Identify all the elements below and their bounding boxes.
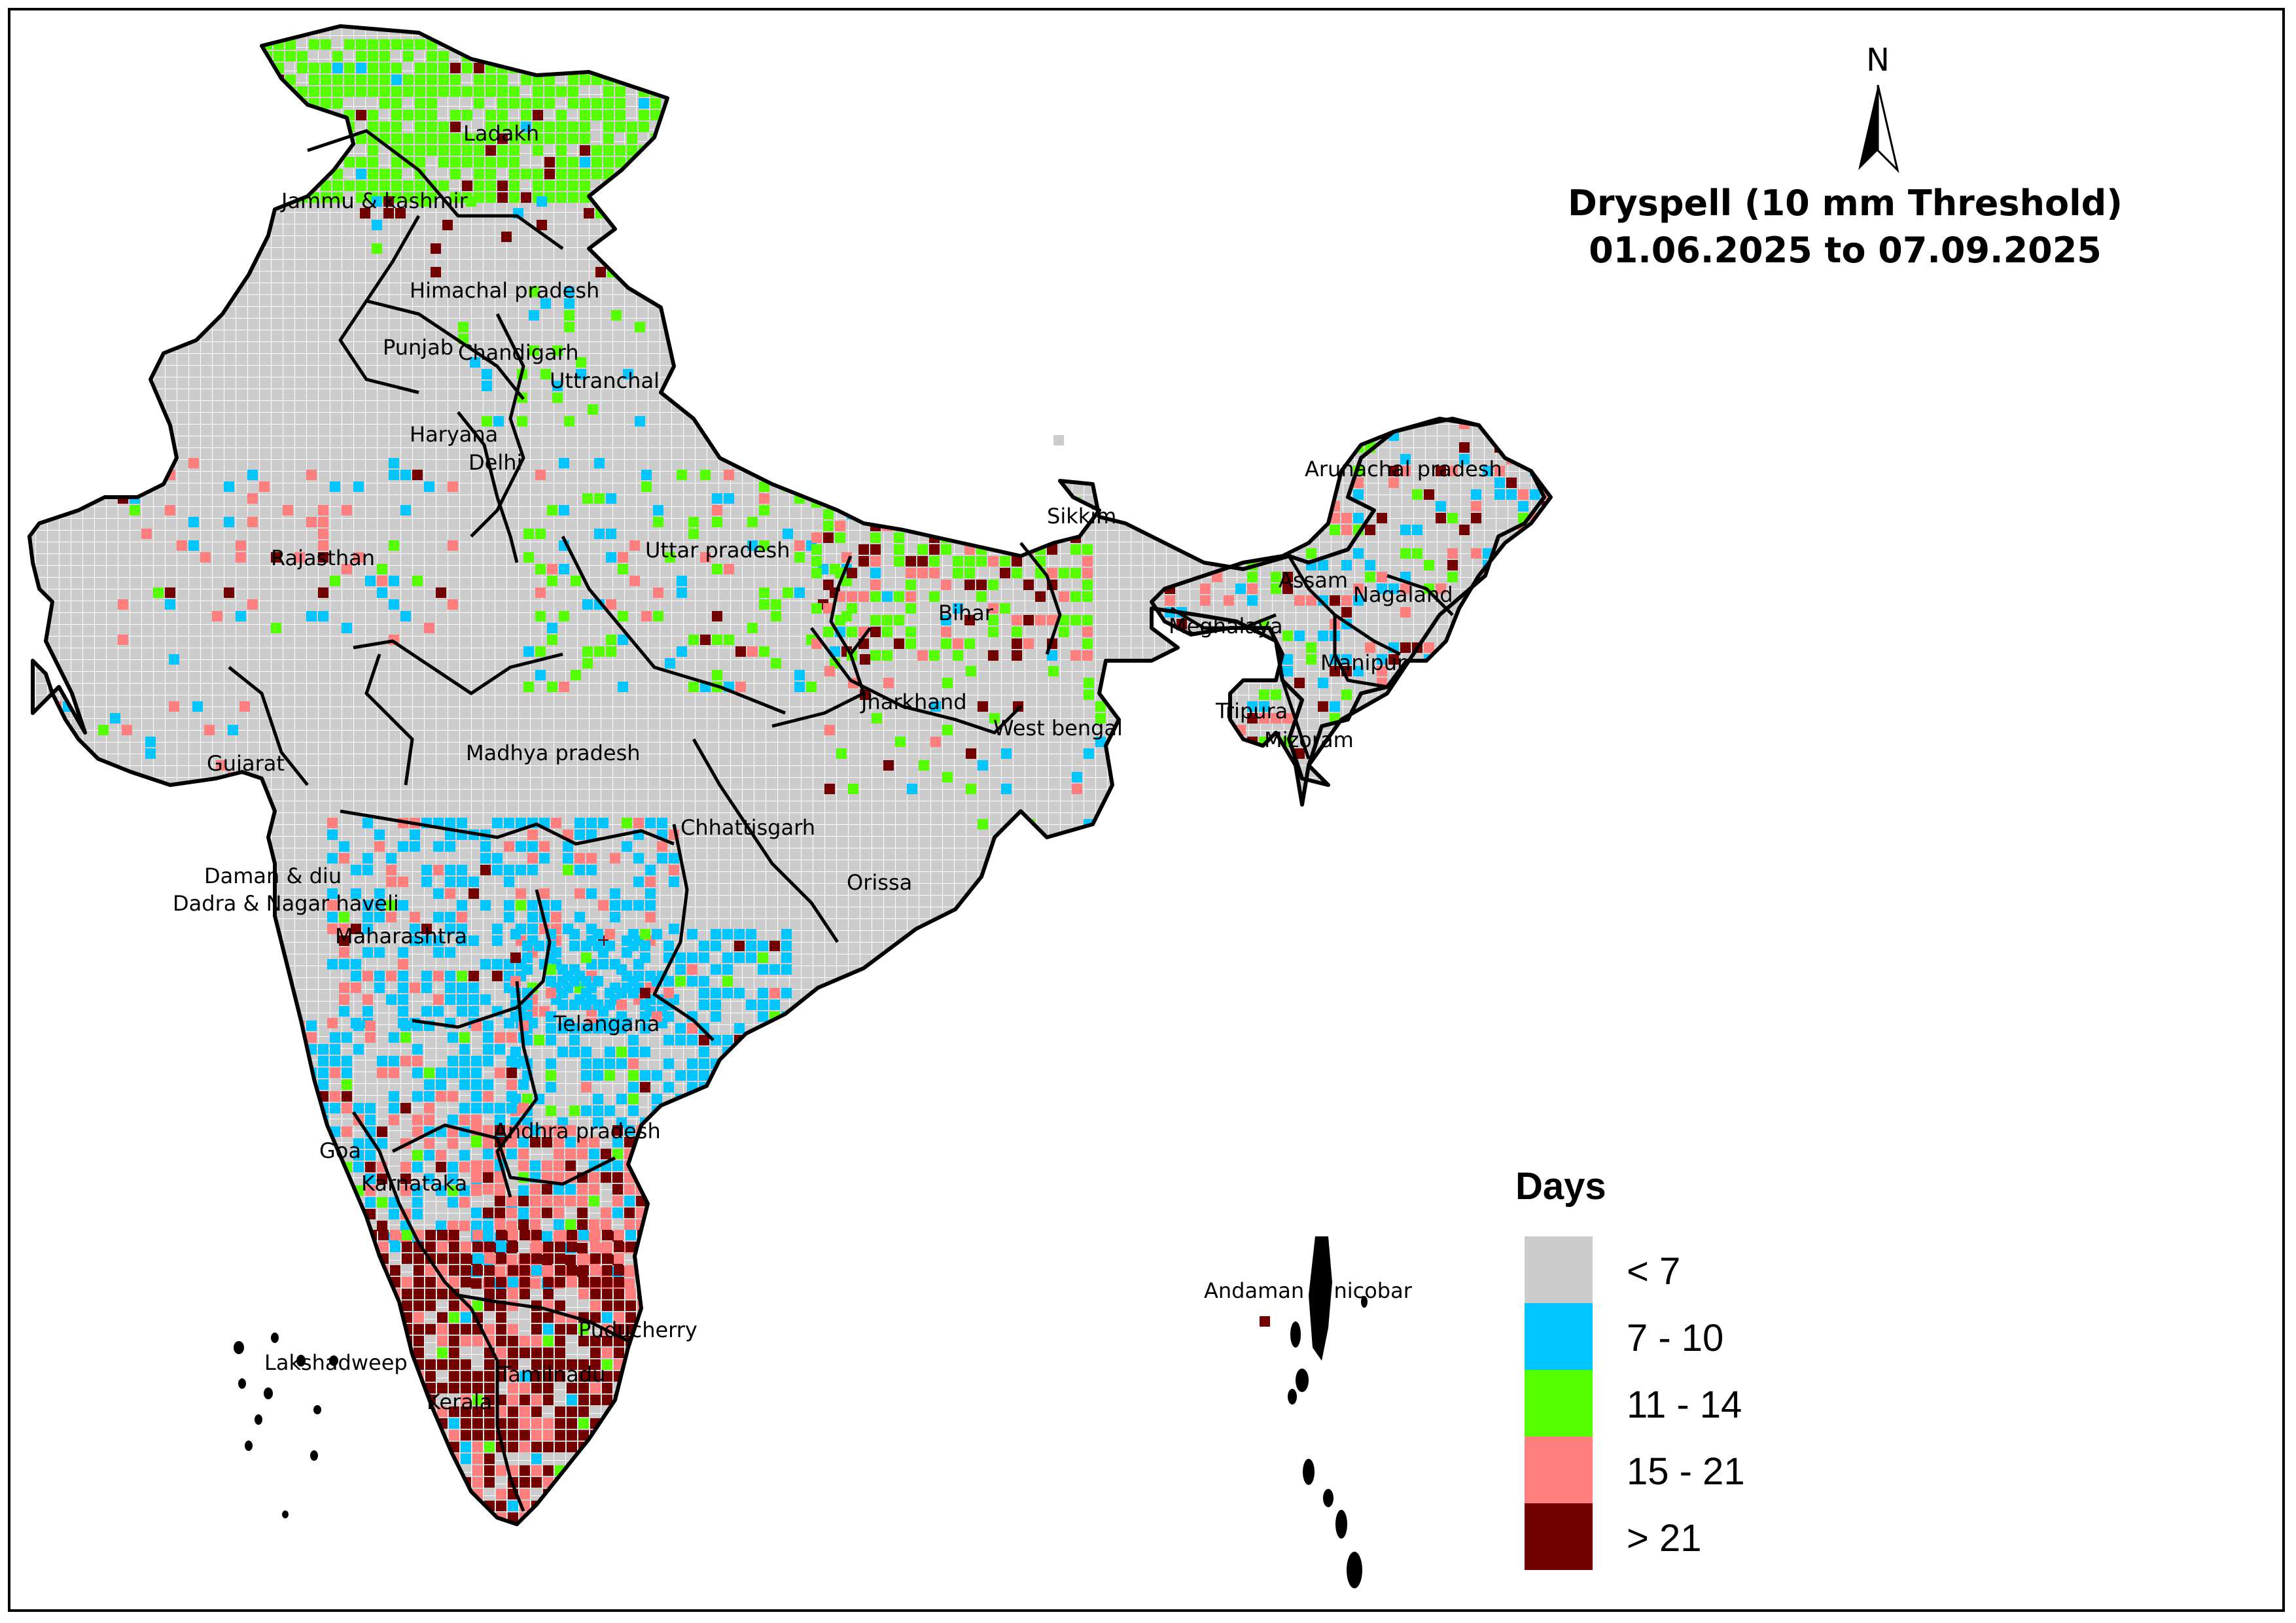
label-nagaland: Nagaland (1353, 582, 1453, 607)
label-puducherry: Puducherry (578, 1318, 698, 1342)
north-arrow: N (1839, 39, 1917, 196)
legend: Days < 7 7 - 10 11 - 14 15 - 21 > 21 (1511, 1164, 1839, 1583)
islands (234, 1236, 1368, 1588)
legend-item: 7 - 10 (1518, 1303, 1832, 1370)
label-haryana: Haryana (410, 422, 498, 447)
legend-swatch (1525, 1503, 1593, 1570)
label-assam: Assam (1279, 568, 1348, 593)
isolated-cell (1053, 435, 1064, 445)
label-delhi: Delhi (468, 450, 522, 475)
label-uttar-pradesh: Uttar pradesh (645, 538, 790, 563)
label-uttranchal: Uttranchal (550, 368, 660, 393)
legend-swatch (1525, 1236, 1593, 1303)
legend-swatch (1525, 1370, 1593, 1437)
label-manipur: Manipur (1320, 650, 1406, 675)
title-line-1: Dryspell (10 mm Threshold) (1568, 183, 2123, 224)
label-west-bengal: West bengal (993, 716, 1123, 741)
label-tripura: Tripura (1215, 699, 1288, 724)
label-kerala: Kerala (427, 1389, 492, 1414)
north-arrow-icon (1858, 84, 1899, 173)
legend-label: 15 - 21 (1627, 1450, 1745, 1493)
label-jharkhand: Jharkhand (860, 689, 967, 714)
lakshadweep-islands (234, 1333, 338, 1518)
label-lakshadweep: Lakshadweep (264, 1350, 408, 1375)
legend-item: < 7 (1518, 1236, 1832, 1303)
legend-label: 11 - 14 (1627, 1384, 1742, 1426)
legend-label: > 21 (1627, 1517, 1702, 1560)
legend-label: 7 - 10 (1627, 1317, 1724, 1359)
label-chhattisgarh: Chhattisgarh (680, 815, 815, 840)
label-rajasthan: Rajasthan (271, 546, 375, 570)
label-maharashtra: Maharashtra (335, 924, 467, 949)
title-line-2: 01.06.2025 to 07.09.2025 (1589, 230, 2102, 271)
label-arunachal-pradesh: Arunachal pradesh (1305, 457, 1502, 481)
label-ladakh: Ladakh (463, 121, 539, 146)
state-boundaries (228, 129, 1454, 1512)
legend-swatch (1525, 1437, 1593, 1503)
label-punjab: Punjab (383, 335, 453, 360)
label-goa: Goa (319, 1138, 361, 1163)
label-andaman-nicobar: Andaman & nicobar (1204, 1278, 1413, 1303)
andaman-nicobar-islands (1309, 1236, 1332, 1361)
label-bihar: Bihar (938, 601, 994, 625)
label-tamilnadu: Tamilnadu (498, 1362, 605, 1387)
label-orissa: Orissa (847, 870, 912, 895)
label-chandigarh: Chandigarh (458, 340, 579, 365)
label-gujarat: Gujarat (207, 751, 285, 776)
label-mizoram: Mizoram (1264, 727, 1354, 752)
label-madhya-pradesh: Madhya pradesh (466, 741, 641, 765)
label-karnataka: Karnataka (361, 1171, 467, 1196)
label-meghalaya: Meghalaya (1169, 614, 1283, 638)
map-title: Dryspell (10 mm Threshold) 01.06.2025 to… (1439, 180, 2251, 274)
label-telangana: Telangana (553, 1011, 660, 1036)
legend-item: > 21 (1518, 1503, 1832, 1570)
legend-label: < 7 (1627, 1250, 1681, 1293)
label-andhra-pradesh: Andhra pradesh (493, 1119, 661, 1143)
legend-item: 11 - 14 (1518, 1370, 1832, 1437)
label-dadra-nagar-haveli: Dadra & Nagar haveli (173, 891, 399, 916)
label-sikkim: Sikkim (1047, 504, 1116, 529)
state-labels: Ladakh Jammu & kashmir Himachal pradesh … (173, 121, 1502, 1414)
label-daman-diu: Daman & diu (204, 864, 342, 888)
legend-item: 15 - 21 (1518, 1437, 1832, 1503)
legend-title: Days (1515, 1165, 1606, 1208)
label-jammu-kashmir: Jammu & kashmir (280, 188, 468, 213)
label-himachal-pradesh: Himachal pradesh (410, 278, 599, 303)
north-label: N (1866, 42, 1890, 79)
legend-swatch (1525, 1303, 1593, 1370)
